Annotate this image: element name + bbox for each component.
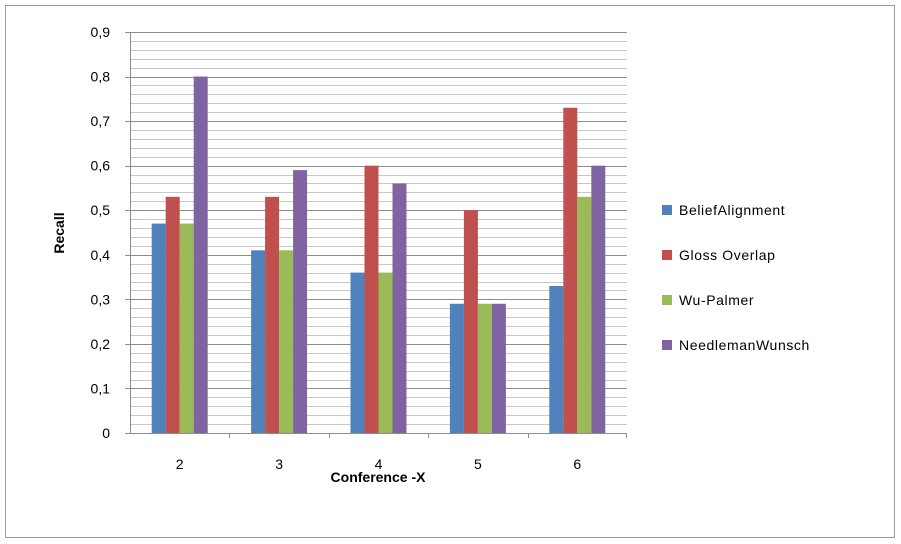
y-tick-label: 0,4 bbox=[91, 247, 111, 263]
bar-needlemanwunsch-6 bbox=[591, 165, 606, 433]
bars bbox=[151, 76, 606, 434]
bar-gloss-overlap-3 bbox=[265, 196, 280, 433]
bar-gloss-overlap-2 bbox=[165, 196, 180, 433]
y-tick-label: 0,3 bbox=[91, 291, 111, 307]
y-axis-title: Recall bbox=[51, 212, 67, 253]
bar-beliefalignment-3 bbox=[251, 250, 266, 433]
legend-label: Gloss Overlap bbox=[679, 247, 776, 263]
x-tick-label: 3 bbox=[275, 456, 283, 472]
legend: BeliefAlignment Gloss Overlap Wu-Palmer Nee… bbox=[662, 202, 810, 353]
y-tick-labels: 0 0,1 0,2 0,3 0,4 0,5 0,6 0,7 0,8 0,9 bbox=[91, 24, 111, 441]
x-tick-label: 5 bbox=[474, 456, 482, 472]
bar-needlemanwunsch-2 bbox=[193, 76, 208, 434]
bar-gloss-overlap-5 bbox=[463, 210, 478, 433]
x-tick-label: 6 bbox=[573, 456, 581, 472]
y-tick-label: 0,1 bbox=[91, 380, 111, 396]
bar-wu-palmer-5 bbox=[477, 303, 492, 433]
bar-wu-palmer-3 bbox=[279, 250, 294, 433]
x-axis-title: Conference -X bbox=[331, 469, 427, 485]
y-tick-label: 0,6 bbox=[91, 158, 111, 174]
bar-beliefalignment-6 bbox=[549, 285, 564, 433]
y-tick-label: 0,5 bbox=[91, 202, 111, 218]
x-tick-label: 2 bbox=[176, 456, 184, 472]
legend-swatch bbox=[662, 295, 672, 305]
bar-gloss-overlap-4 bbox=[364, 165, 379, 433]
bar-beliefalignment-2 bbox=[151, 223, 166, 433]
bar-wu-palmer-6 bbox=[577, 196, 592, 433]
y-tick-label: 0 bbox=[102, 425, 110, 441]
y-tick-label: 0,2 bbox=[91, 336, 111, 352]
bar-wu-palmer-4 bbox=[378, 272, 393, 433]
x-tick-label: 4 bbox=[375, 456, 383, 472]
bar-gloss-overlap-6 bbox=[563, 107, 578, 433]
bar-wu-palmer-2 bbox=[179, 223, 194, 433]
legend-label: Wu-Palmer bbox=[679, 292, 754, 308]
bar-needlemanwunsch-3 bbox=[293, 170, 308, 433]
bar-beliefalignment-4 bbox=[350, 272, 365, 433]
y-tick-label: 0,9 bbox=[91, 24, 111, 40]
y-tick-label: 0,8 bbox=[91, 69, 111, 85]
legend-swatch bbox=[662, 250, 672, 260]
legend-swatch bbox=[662, 340, 672, 350]
bar-beliefalignment-5 bbox=[449, 303, 464, 433]
legend-label: BeliefAlignment bbox=[679, 202, 785, 218]
bar-needlemanwunsch-4 bbox=[392, 183, 407, 433]
bar-needlemanwunsch-5 bbox=[491, 303, 506, 433]
y-tick-label: 0,7 bbox=[91, 113, 111, 129]
legend-label: NeedlemanWunsch bbox=[679, 337, 810, 353]
legend-swatch bbox=[662, 205, 672, 215]
axes bbox=[125, 32, 627, 438]
x-tick-labels: 2 3 4 5 6 bbox=[176, 456, 582, 472]
